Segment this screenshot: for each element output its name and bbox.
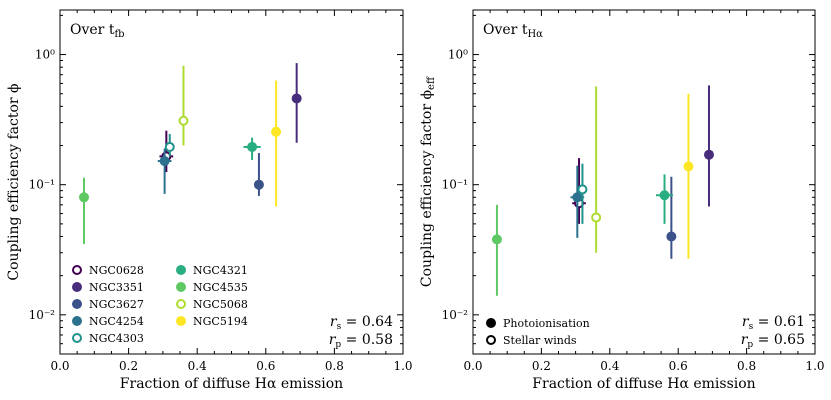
- y-tick-label: 10⁰: [35, 48, 55, 62]
- legend-marker: [72, 316, 82, 326]
- data-series: [591, 86, 602, 253]
- legend-marker: [72, 265, 82, 275]
- data-series: [243, 137, 261, 160]
- data-point: [178, 115, 189, 126]
- data-point: [572, 192, 583, 203]
- data-point: [271, 126, 282, 137]
- data-series: [666, 176, 677, 259]
- panel-label: Over tHα: [483, 22, 543, 40]
- x-tick-label: 0.6: [256, 359, 275, 373]
- data-point: [703, 149, 714, 160]
- x-tick-label: 0.8: [325, 359, 344, 373]
- x-axis-label: Fraction of diffuse Hα emission: [120, 376, 343, 392]
- legend-label: NGC5068: [193, 298, 248, 311]
- chart-panel-1: 0.0 0.2 0.4 0.6 0.8 1.0 10⁻² 10⁻¹ 10⁰ Fraction of…: [6, 9, 413, 392]
- legend-label: NGC4303: [89, 332, 144, 345]
- data-point: [577, 184, 588, 195]
- legend-label: NGC5194: [193, 315, 248, 328]
- data-point: [291, 93, 302, 104]
- y-tick-label: 10⁰: [448, 48, 468, 62]
- stat-label: rp = 0.58: [329, 332, 393, 350]
- data-point: [253, 179, 264, 190]
- x-tick-label: 0.8: [737, 359, 756, 373]
- legend-marker: [72, 282, 82, 292]
- x-tick-label: 0.2: [532, 359, 551, 373]
- data-point: [659, 190, 670, 201]
- legend-label: NGC0628: [89, 264, 144, 277]
- legend-marker: [486, 318, 496, 328]
- data-series: [271, 80, 282, 207]
- panel-label: Over tfb: [70, 22, 125, 40]
- data-series: [683, 93, 694, 259]
- stat-label: rp = 0.65: [741, 332, 805, 350]
- legend-label: Photoionisation: [503, 317, 590, 330]
- data-series: [577, 163, 588, 224]
- data-point: [247, 141, 258, 152]
- data-point: [491, 234, 502, 245]
- data-point: [683, 161, 694, 172]
- legend-label: NGC3627: [89, 298, 144, 311]
- legend-marker: [176, 265, 186, 275]
- data-point: [79, 192, 90, 203]
- stat-label: rs = 0.64: [330, 314, 393, 332]
- data-point: [666, 231, 677, 242]
- x-tick-label: 1.0: [393, 359, 412, 373]
- stat-label: rs = 0.61: [742, 314, 805, 332]
- x-tick-label: 0.2: [119, 359, 138, 373]
- legend-marker: [176, 316, 186, 326]
- data-series: [178, 65, 189, 146]
- chart-panel-2: 0.0 0.2 0.4 0.6 0.8 1.0 10⁻² 10⁻¹ 10⁰ Fraction of…: [419, 9, 825, 392]
- legend-label: NGC4254: [89, 315, 144, 328]
- x-tick-label: 0.0: [463, 359, 482, 373]
- legend-marker: [176, 299, 186, 309]
- data-series: [253, 153, 264, 196]
- legend-marker: [72, 333, 82, 343]
- legend: NGC0628 NGC3351 NGC3627 NGC4254 NGC4303 NGC43…: [72, 264, 248, 345]
- legend-marker: [486, 335, 496, 345]
- legend-marker: [72, 299, 82, 309]
- x-tick-label: 0.0: [50, 359, 69, 373]
- legend-marker: [176, 282, 186, 292]
- data-series: [655, 174, 674, 224]
- legend-label: NGC3351: [89, 281, 144, 294]
- legend-label: Stellar winds: [503, 334, 577, 347]
- y-axis-label: Coupling efficiency factor ϕeff: [419, 76, 437, 287]
- data-series: [703, 85, 714, 207]
- y-tick-label: 10⁻²: [29, 308, 56, 322]
- y-axis-label: Coupling efficiency factor ϕ: [6, 83, 22, 280]
- data-point: [591, 212, 602, 223]
- legend-label: NGC4535: [193, 281, 248, 294]
- data-series: [291, 63, 302, 143]
- x-tick-label: 0.6: [669, 359, 688, 373]
- y-tick-label: 10⁻²: [442, 308, 469, 322]
- x-tick-label: 1.0: [805, 359, 824, 373]
- x-tick-label: 0.4: [188, 359, 207, 373]
- data-series: [79, 177, 90, 245]
- data-series: [157, 148, 172, 194]
- data-point: [159, 156, 170, 167]
- x-tick-label: 0.4: [600, 359, 619, 373]
- legend-label: NGC4321: [193, 264, 248, 277]
- y-tick-label: 10⁻¹: [442, 178, 468, 192]
- data-series: [491, 204, 502, 296]
- plot-frame: [472, 9, 816, 355]
- data-series: [164, 134, 175, 157]
- legend: Photoionisation Stellar winds: [486, 317, 590, 347]
- data-point: [164, 141, 175, 152]
- y-tick-label: 10⁻¹: [29, 178, 55, 192]
- x-axis-label: Fraction of diffuse Hα emission: [532, 376, 755, 392]
